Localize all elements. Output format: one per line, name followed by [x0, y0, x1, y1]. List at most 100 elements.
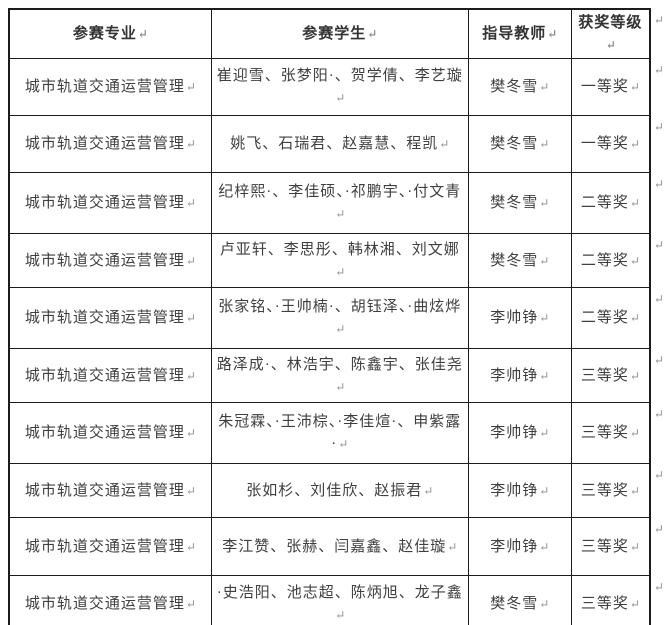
teacher-cell: 李帅铮↵ [467, 348, 572, 403]
paragraph-mark-icon: ↵ [539, 426, 550, 440]
students-cell: 崔迎雪、张梦阳·、贺学倩、李艺璇 ↵ [210, 58, 469, 116]
major-cell: 城市轨道交通运营管理↵ [7, 575, 212, 625]
students-cell: ·史浩阳、池志超、陈炳旭、龙子鑫 ↵ [210, 575, 469, 625]
paragraph-mark-icon: ↵ [629, 426, 640, 440]
award-text: 三等奖 [580, 425, 629, 441]
row-end-mark: ↵ [650, 288, 665, 349]
paragraph-mark-icon: ↵ [629, 137, 640, 151]
table-header-row: 参赛专业↵ 参赛学生↵ 指导教师↵ 获奖等级↵ ↵ [7, 8, 665, 59]
award-cell: 三等奖↵ [570, 575, 651, 625]
teacher-text: 樊冬雪 [490, 79, 539, 95]
paragraph-mark-icon: ↵ [605, 38, 616, 52]
row-end-mark: ↵ [650, 234, 665, 288]
paragraph-mark-icon: ↵ [539, 311, 550, 325]
major-text: 城市轨道交通运营管理 [24, 367, 185, 384]
students-cell: 姚飞、石瑞君、赵嘉慧、程凯↵ [210, 115, 469, 173]
paragraph-mark-icon: ↵ [185, 311, 196, 325]
paragraph-mark-icon: ↵ [338, 437, 349, 451]
award-text: 一等奖 [580, 79, 629, 95]
paragraph-mark-icon: ↵ [439, 137, 450, 151]
major-text: 城市轨道交通运营管理 [24, 538, 185, 555]
major-cell: 城市轨道交通运营管理↵ [7, 348, 212, 403]
students-text: 李江赞、张赫、闫嘉鑫、赵佳璇 [222, 538, 447, 555]
paragraph-mark-icon: ↵ [335, 379, 346, 394]
teacher-cell: 李帅铮↵ [467, 402, 572, 464]
paragraph-mark-icon: ↵ [629, 311, 640, 325]
paragraph-mark-icon: ↵ [539, 196, 550, 210]
paragraph-mark-icon: ↵ [185, 539, 196, 554]
row-end-mark: ↵ [650, 576, 665, 625]
students-text: 姚飞、石瑞君、赵嘉慧、程凯 [230, 136, 439, 152]
award-text: 二等奖 [580, 195, 629, 211]
major-text: 城市轨道交通运营管理 [24, 482, 185, 499]
teacher-text: 樊冬雪 [490, 595, 539, 612]
major-text: 城市轨道交通运营管理 [24, 595, 185, 612]
table-row: 城市轨道交通运营管理↵ 朱冠霖、·王沛棕、·李佳煊·、申紫露·↵ 李帅铮↵ 三等… [7, 402, 665, 464]
paragraph-mark-icon: ↵ [137, 27, 148, 41]
students-text: 路泽成·、林浩宇、陈鑫宇、张佳尧 [216, 356, 463, 373]
row-end-mark-icon: ↵ [653, 62, 664, 77]
award-cell: 二等奖↵ [570, 233, 651, 288]
row-end-mark-icon: ↵ [653, 352, 664, 367]
header-teacher: 指导教师↵ [467, 8, 572, 59]
students-text: 张家铭、·王帅楠·、胡钰泽、·曲炫烨 [218, 299, 462, 315]
row-end-mark: ↵ [650, 464, 665, 518]
teacher-text: 李帅铮 [490, 367, 539, 384]
paragraph-mark-icon: ↵ [547, 27, 558, 41]
row-end-mark-icon: ↵ [653, 521, 664, 536]
paragraph-mark-icon: ↵ [185, 253, 196, 268]
award-text: 三等奖 [580, 595, 629, 612]
major-cell: 城市轨道交通运营管理↵ [7, 402, 212, 464]
paragraph-mark-icon: ↵ [447, 539, 458, 554]
paragraph-mark-icon: ↵ [335, 322, 346, 336]
paragraph-mark-icon: ↵ [629, 80, 640, 94]
paragraph-mark-icon: ↵ [335, 207, 346, 221]
paragraph-mark-icon: ↵ [629, 368, 640, 383]
students-text: 张如杉、刘佳欣、赵振君 [246, 482, 423, 499]
row-end-mark: ↵ [650, 173, 665, 234]
row-end-mark: ↵ [650, 349, 665, 403]
table-row: 城市轨道交通运营管理↵ 张家铭、·王帅楠·、胡钰泽、·曲炫烨↵ 李帅铮↵ 二等奖… [7, 287, 665, 349]
major-cell: 城市轨道交通运营管理↵ [7, 58, 212, 116]
major-text: 城市轨道交通运营管理 [24, 310, 185, 326]
table-row: 城市轨道交通运营管理↵ 路泽成·、林浩宇、陈鑫宇、张佳尧↵ 李帅铮↵ 三等奖↵ … [7, 348, 665, 403]
paragraph-mark-icon: ↵ [335, 607, 346, 622]
students-cell: 李江赞、张赫、闫嘉鑫、赵佳璇↵ [210, 517, 469, 576]
paragraph-mark-icon: ↵ [423, 483, 434, 498]
paragraph-mark-icon: ↵ [335, 264, 346, 279]
paragraph-mark-icon: ↵ [629, 539, 640, 554]
table-row: 城市轨道交通运营管理↵ 卢亚轩、李思彤、韩林湘、刘文娜↵ 樊冬雪↵ 二等奖↵ ↵ [7, 233, 665, 288]
table-row: 城市轨道交通运营管理↵ 姚飞、石瑞君、赵嘉慧、程凯↵ 樊冬雪↵ 一等奖↵ ↵ [7, 115, 665, 173]
major-cell: 城市轨道交通运营管理↵ [7, 172, 212, 234]
row-end-mark-icon: ↵ [653, 237, 664, 252]
award-cell: 二等奖↵ [570, 172, 651, 234]
major-text: 城市轨道交通运营管理 [24, 195, 185, 211]
award-text: 三等奖 [580, 367, 629, 384]
teacher-text: 樊冬雪 [490, 195, 539, 211]
award-table: 参赛专业↵ 参赛学生↵ 指导教师↵ 获奖等级↵ ↵ 城市轨道交通运营管理↵ 崔迎… [7, 8, 666, 625]
award-cell: 三等奖↵ [570, 517, 651, 576]
teacher-cell: 李帅铮↵ [467, 287, 572, 349]
header-students: 参赛学生↵ [210, 8, 469, 59]
teacher-cell: 樊冬雪↵ [467, 233, 572, 288]
paragraph-mark-icon: ↵ [539, 483, 550, 498]
header-major-label: 参赛专业 [72, 26, 137, 42]
paragraph-mark-icon: ↵ [185, 196, 196, 210]
award-cell: 三等奖↵ [570, 348, 651, 403]
row-end-mark-icon: ↵ [653, 467, 664, 482]
award-text: 三等奖 [580, 482, 629, 499]
paragraph-mark-icon: ↵ [539, 137, 550, 151]
row-end-mark-icon: ↵ [653, 579, 664, 594]
award-cell: 一等奖↵ [570, 58, 651, 116]
award-text: 二等奖 [580, 310, 629, 326]
paragraph-mark-icon: ↵ [367, 27, 378, 41]
major-cell: 城市轨道交通运营管理↵ [7, 287, 212, 349]
paragraph-mark-icon: ↵ [539, 596, 550, 611]
paragraph-mark-icon: ↵ [185, 368, 196, 383]
students-cell: 卢亚轩、李思彤、韩林湘、刘文娜 ↵ [210, 233, 469, 288]
major-text: 城市轨道交通运营管理 [24, 252, 185, 269]
table-row: 城市轨道交通运营管理↵ ·史浩阳、池志超、陈炳旭、龙子鑫↵ 樊冬雪↵ 三等奖↵ … [7, 575, 665, 625]
award-cell: 一等奖↵ [570, 115, 651, 173]
header-teacher-label: 指导教师 [482, 26, 547, 42]
